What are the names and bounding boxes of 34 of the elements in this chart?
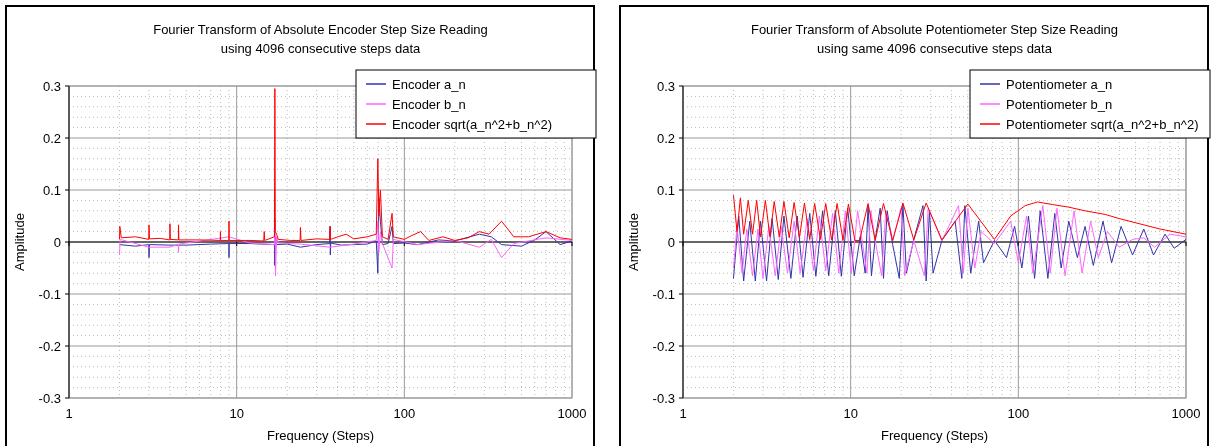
x-tick-label: 100 (393, 406, 416, 421)
legend-label: Potentiometer sqrt(a_n^2+b_n^2) (1006, 116, 1199, 132)
x-tick-label: 1 (65, 406, 73, 421)
x-tick-label: 10 (843, 406, 858, 421)
x-tick-label: 10 (229, 406, 244, 421)
y-tick-label: -0.2 (38, 338, 61, 354)
y-tick-label: 0 (53, 234, 61, 250)
legend-label: Potentiometer b_n (1006, 96, 1113, 112)
chart-title: Fourier Transform of Absolute Potentiometer Step Size Reading using same 4096 consecutive steps data (750, 22, 1119, 56)
y-tick-label: 0.1 (42, 182, 61, 198)
y-tick-label: 0.2 (42, 130, 61, 146)
legend-label: Potentiometer a_n (1006, 76, 1113, 92)
chart-title: Fourier Transform of Absolute Encoder Step Size Reading using 4096 consecutive steps data (153, 22, 488, 56)
y-tick-label: -0.3 (38, 390, 61, 406)
x-axis-title: Frequency (Steps) (267, 428, 374, 443)
y-tick-label: 0.3 (42, 78, 61, 94)
y-axis-title: Amplitude (12, 213, 27, 271)
x-tick-label: 1 (679, 406, 687, 421)
y-tick-label: -0.1 (652, 286, 675, 302)
x-tick-label: 1000 (557, 406, 587, 421)
y-tick-label: 0.1 (656, 182, 675, 198)
x-tick-label: 100 (1007, 406, 1030, 421)
legend-label: Encoder sqrt(a_n^2+b_n^2) (392, 116, 552, 132)
x-axis-title: Frequency (Steps) (881, 428, 988, 443)
y-axis-title: Amplitude (626, 213, 641, 271)
y-tick-label: -0.2 (652, 338, 675, 354)
y-tick-label: 0.3 (656, 78, 675, 94)
x-tick-label: 1000 (1171, 406, 1201, 421)
legend-label: Encoder b_n (392, 96, 466, 112)
legend-label: Encoder a_n (392, 76, 466, 92)
y-tick-label: 0.2 (656, 130, 675, 146)
y-tick-label: 0 (667, 234, 675, 250)
y-tick-label: -0.3 (652, 390, 675, 406)
y-tick-label: -0.1 (38, 286, 61, 302)
